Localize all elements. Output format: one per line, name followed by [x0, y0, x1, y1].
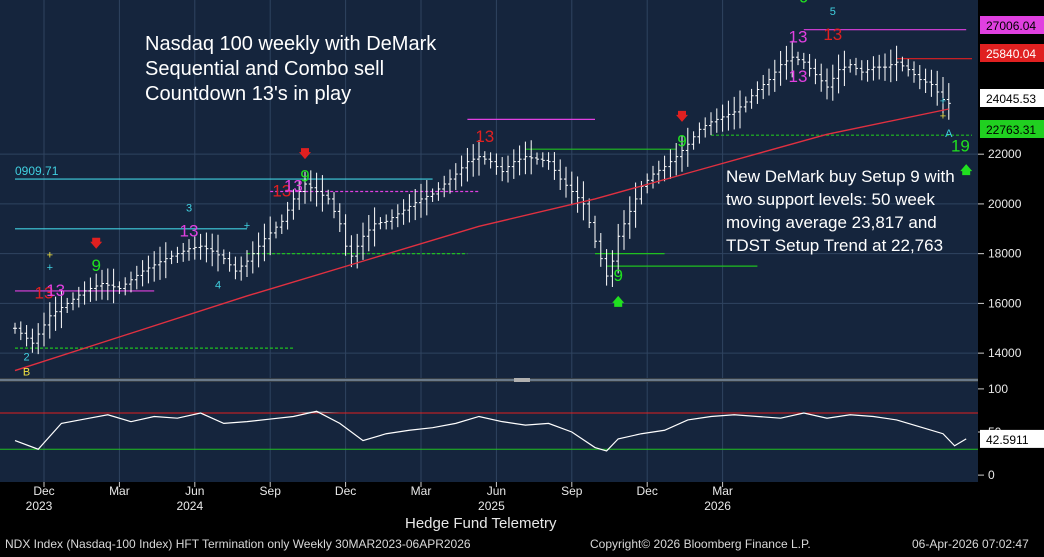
- indicator-line: [14, 410, 967, 452]
- month-label: Mar: [712, 484, 733, 498]
- demark-count-marker: 13: [823, 25, 842, 44]
- price-label-value: 22763.31: [986, 123, 1036, 137]
- demark-count-marker: 2: [24, 352, 30, 364]
- sell-arrow-icon: [299, 148, 311, 160]
- indicator-panel: [0, 382, 978, 482]
- price-label-value: 27006.04: [986, 19, 1036, 33]
- demark-count-marker: B: [23, 367, 30, 379]
- indicator-axis-tick-label: 0: [988, 468, 995, 482]
- demark-count-marker: A: [945, 128, 953, 140]
- demark-count-marker: 13: [35, 283, 54, 302]
- price-label-box: [980, 120, 1044, 138]
- buy-arrow-icon: [612, 295, 625, 307]
- demark-count-marker: 13: [272, 181, 291, 200]
- demark-count-marker: 9: [613, 266, 622, 285]
- month-label: Dec: [33, 484, 54, 498]
- time-axis-band: [0, 482, 978, 514]
- demark-count-marker: 9: [300, 167, 309, 186]
- panel-divider-grip[interactable]: [514, 378, 530, 382]
- price-label-box: [980, 16, 1044, 34]
- demark-count-marker: +: [940, 95, 946, 107]
- price-label-value: 25840.04: [986, 47, 1036, 61]
- demark-count-marker: 13: [475, 127, 494, 146]
- year-label: 2024: [176, 499, 203, 513]
- demark-count-marker: 4: [215, 279, 221, 291]
- demark-count-marker: C: [829, 0, 837, 1]
- month-label: Dec: [335, 484, 356, 498]
- month-label: Dec: [637, 484, 658, 498]
- demark-count-marker: +: [47, 262, 53, 274]
- price-panel: [0, 0, 978, 378]
- sell-arrow-icon: [90, 237, 103, 249]
- month-label: Jun: [185, 484, 204, 498]
- price-axis-tick-label: 14000: [988, 346, 1022, 360]
- year-label: 2025: [478, 499, 505, 513]
- demark-count-marker: 13: [789, 67, 808, 86]
- demark-count-marker: 13: [180, 221, 199, 240]
- month-label: Mar: [411, 484, 432, 498]
- month-label: Sep: [260, 484, 282, 498]
- year-label: 2026: [704, 499, 731, 513]
- price-label-box: [980, 44, 1044, 62]
- indicator-axis-tick-label: 100: [988, 382, 1008, 396]
- month-label: Mar: [109, 484, 130, 498]
- indicator-last-value-box: [980, 429, 1044, 448]
- demark-count-marker: 9: [677, 132, 686, 151]
- demark-count-marker: 9: [91, 256, 100, 275]
- demark-count-marker: 13: [46, 281, 65, 300]
- price-axis-tick-label: 18000: [988, 247, 1022, 261]
- demark-count-marker: 13: [284, 176, 303, 195]
- demark-count-marker: 19: [951, 137, 970, 156]
- demark-count-marker: +: [47, 250, 53, 262]
- price-label-value: 24045.53: [986, 92, 1036, 106]
- tdst-level-label: 0909.71: [15, 164, 59, 178]
- demark-count-marker: 13: [789, 27, 808, 46]
- price-axis-tick-label: 20000: [988, 197, 1022, 211]
- buy-arrow-icon: [960, 164, 973, 176]
- year-label: 2023: [26, 499, 53, 513]
- moving-average-50w-line: [14, 108, 949, 372]
- demark-count-marker: +: [244, 220, 250, 232]
- price-label-box: [980, 89, 1044, 107]
- demark-count-marker: 3: [186, 202, 192, 214]
- month-label: Sep: [561, 484, 583, 498]
- price-axis-tick-label: 22000: [988, 147, 1022, 161]
- demark-count-marker: 9: [799, 0, 808, 6]
- demark-count-marker: +: [940, 110, 946, 122]
- month-label: Jun: [487, 484, 506, 498]
- demark-count-marker: 5: [830, 6, 836, 18]
- price-axis-tick-label: 16000: [988, 296, 1022, 310]
- indicator-last-value: 42.5911: [986, 433, 1029, 447]
- sell-arrow-icon: [676, 110, 688, 122]
